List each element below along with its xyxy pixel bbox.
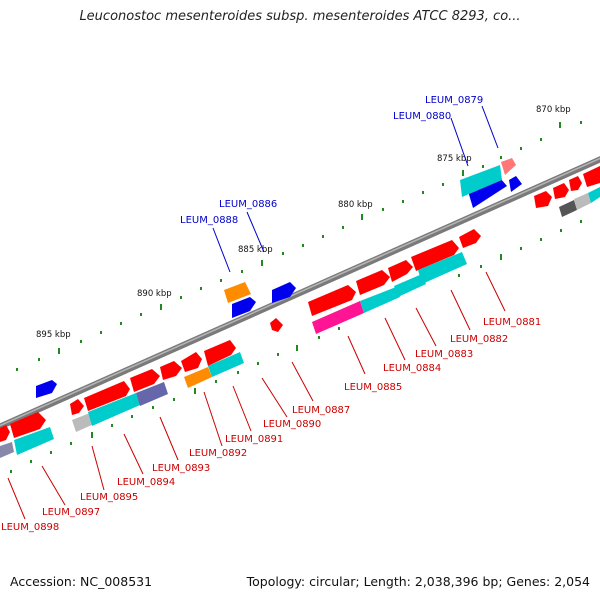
gene-label-leum-0885[interactable]: LEUM_0885: [344, 382, 402, 393]
gene-block[interactable]: [72, 413, 94, 432]
gene-blocks-lower-lane: [0, 252, 467, 458]
gene-block[interactable]: [411, 240, 459, 271]
gene-block[interactable]: [588, 187, 600, 203]
tick-label-885: 885 kbp: [238, 245, 273, 255]
gene-label-leum-0898[interactable]: LEUM_0898: [1, 522, 59, 533]
gene-label-leum-0892[interactable]: LEUM_0892: [189, 448, 247, 459]
lower-track: [10, 220, 582, 473]
gene-block[interactable]: [459, 229, 481, 248]
gene-label-leum-0893[interactable]: LEUM_0893: [152, 463, 210, 474]
leader-lines-red: [7, 271, 506, 520]
gene-block[interactable]: [509, 176, 522, 192]
gene-label-leum-0894[interactable]: LEUM_0894: [117, 477, 175, 488]
gene-label-leum-0882[interactable]: LEUM_0882: [450, 334, 508, 345]
tick-label-890: 890 kbp: [137, 289, 172, 299]
tick-label-870: 870 kbp: [536, 105, 571, 115]
gene-block[interactable]: [388, 260, 413, 282]
accession-text: Accession: NC_008531: [10, 574, 153, 589]
gene-block[interactable]: [356, 270, 390, 295]
gene-block[interactable]: [501, 158, 516, 175]
gene-label-leum-0886[interactable]: LEUM_0886: [219, 199, 277, 210]
gene-label-leum-0890[interactable]: LEUM_0890: [263, 419, 321, 430]
gene-block[interactable]: [208, 352, 244, 377]
gene-block[interactable]: [14, 427, 54, 455]
gene-block[interactable]: [312, 301, 364, 334]
gene-block[interactable]: [130, 369, 160, 392]
gene-label-leum-0891[interactable]: LEUM_0891: [225, 434, 283, 445]
gene-block[interactable]: [0, 425, 10, 442]
gene-block[interactable]: [394, 274, 426, 297]
map-title: Leuconostoc mesenteroides subsp. mesente…: [79, 9, 521, 24]
gene-block[interactable]: [181, 352, 202, 372]
tick-label-880: 880 kbp: [338, 200, 373, 210]
leader-lines-blue: [212, 105, 499, 273]
gene-label-leum-0888[interactable]: LEUM_0888: [180, 215, 238, 226]
gene-block[interactable]: [468, 178, 507, 208]
genome-summary: Topology: circular; Length: 2,038,396 bp…: [246, 574, 590, 589]
gene-block[interactable]: [88, 393, 140, 426]
gene-block[interactable]: [569, 176, 582, 191]
tick-label-875: 875 kbp: [437, 154, 472, 164]
gene-block[interactable]: [70, 399, 84, 415]
gene-block[interactable]: [418, 252, 467, 284]
gene-block[interactable]: [84, 381, 130, 411]
gene-block[interactable]: [460, 165, 502, 197]
gene-block[interactable]: [136, 382, 168, 406]
gene-block[interactable]: [270, 318, 283, 332]
gene-label-leum-0897[interactable]: LEUM_0897: [42, 507, 100, 518]
scale-track: [16, 121, 582, 371]
gene-block[interactable]: [160, 361, 182, 380]
gene-blocks-upper: [36, 158, 522, 398]
gene-block[interactable]: [272, 282, 296, 303]
gene-label-leum-0887[interactable]: LEUM_0887: [292, 405, 350, 416]
gene-label-leum-0880[interactable]: LEUM_0880: [393, 111, 451, 122]
genome-backbone-highlight: [0, 157, 600, 427]
gene-label-leum-0883[interactable]: LEUM_0883: [415, 349, 473, 360]
gene-block[interactable]: [534, 191, 552, 208]
gene-block[interactable]: [308, 285, 356, 316]
gene-block[interactable]: [184, 367, 212, 388]
gene-block[interactable]: [553, 183, 569, 199]
gene-block[interactable]: [10, 412, 46, 438]
gene-block[interactable]: [559, 200, 577, 217]
gene-block[interactable]: [583, 166, 600, 187]
gene-label-leum-0881[interactable]: LEUM_0881: [483, 317, 541, 328]
gene-block[interactable]: [224, 282, 251, 303]
gene-label-leum-0895[interactable]: LEUM_0895: [80, 492, 138, 503]
gene-block[interactable]: [36, 380, 57, 398]
genome-backbone: [0, 156, 600, 430]
gene-label-leum-0884[interactable]: LEUM_0884: [383, 363, 441, 374]
gene-block[interactable]: [204, 340, 236, 366]
gene-blocks-reverse-row: [0, 229, 481, 442]
gene-blocks-forward-right: [534, 166, 600, 217]
tick-label-895: 895 kbp: [36, 330, 71, 340]
gene-block[interactable]: [574, 193, 591, 210]
gene-block[interactable]: [360, 287, 400, 313]
gene-label-leum-0879[interactable]: LEUM_0879: [425, 95, 483, 106]
gene-block[interactable]: [0, 442, 14, 458]
gene-block[interactable]: [232, 297, 256, 318]
